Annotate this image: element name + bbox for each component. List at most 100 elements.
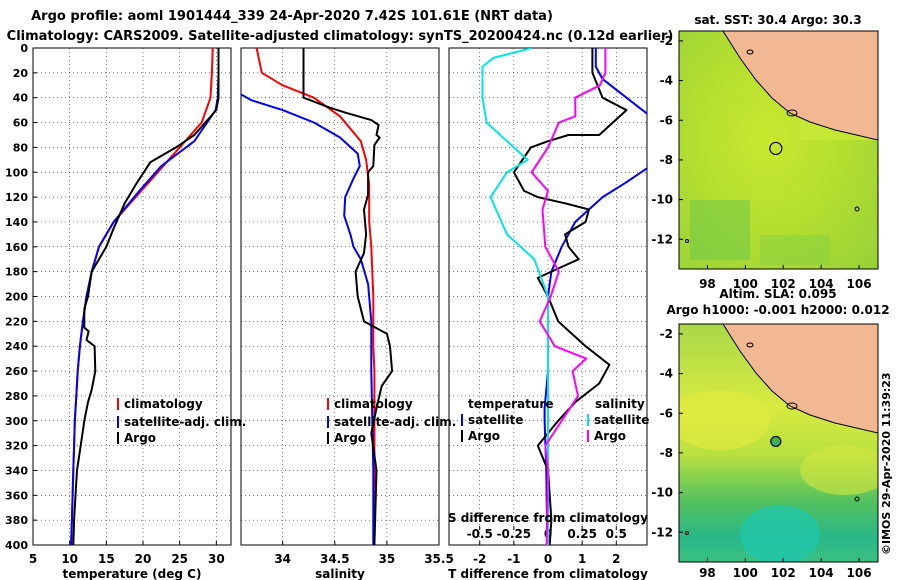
series-line-s-satellite	[481, 48, 549, 545]
lat-tick-label: -10	[651, 193, 673, 207]
s-tick-label: -0.25	[497, 527, 532, 541]
sla-patch	[800, 445, 878, 495]
s-difference-axis-label: S difference from climatology	[448, 511, 648, 525]
island-outline	[786, 402, 798, 410]
depth-tick-label: 160	[5, 241, 28, 254]
sla-map-lon-axis: 98 100 102 104 106	[699, 558, 872, 580]
x-tick-label: -2	[473, 552, 486, 566]
x-tick-label: 30	[208, 552, 225, 566]
series-line-t-satellite-deep-	[543, 167, 647, 545]
island-outline	[746, 49, 754, 55]
depth-tick-label: 380	[5, 514, 28, 527]
depth-tick-label: 360	[5, 489, 28, 502]
lon-tick-label: 106	[847, 566, 872, 580]
difference-profiles	[481, 48, 647, 545]
depth-tick-label: 200	[5, 291, 28, 304]
land-sumatra	[722, 31, 878, 141]
lat-tick-label: -4	[660, 74, 673, 88]
legend-heading-temperature: temperature	[468, 397, 553, 411]
depth-tick-label: 220	[5, 315, 28, 328]
depth-tick-label: 60	[13, 117, 29, 130]
depth-axis: 0 20 40 60 80 100 120 140 160 180 200 220 240 260 280 3…	[5, 42, 37, 552]
legend-label-climatology: climatology	[334, 397, 413, 411]
island-outline	[854, 496, 860, 502]
island-outline	[746, 342, 754, 348]
salinity-x-axis: 34 34.5 35 35.5	[274, 541, 454, 566]
depth-tick-label: 100	[5, 166, 28, 179]
depth-tick-label: 260	[5, 365, 28, 378]
legend-label-climatology: climatology	[124, 397, 203, 411]
lon-tick-label: 98	[699, 566, 716, 580]
lon-tick-label: 100	[733, 566, 758, 580]
sst-map-lat-axis: -2 -4 -6 -8 -10 -12	[651, 34, 683, 246]
series-line-argo	[302, 48, 394, 545]
salinity-x-label: salinity	[315, 567, 365, 580]
x-tick-label: 5	[29, 552, 37, 566]
series-line-satellite-adj-clim-	[241, 93, 375, 545]
sla-map	[679, 324, 878, 562]
title-line-1: Argo profile: aoml 1901444_339 24-Apr-20…	[31, 9, 553, 24]
salinity-grid	[241, 48, 439, 545]
temperature-x-axis: 5 10 15 20 25 30	[29, 541, 225, 566]
temperature-profiles	[70, 48, 220, 545]
island-outline	[685, 531, 689, 535]
t-difference-x-axis: -2 -1 0 1 2	[473, 541, 620, 566]
depth-tick-label: 300	[5, 415, 28, 428]
lon-tick-label: 98	[699, 277, 716, 291]
x-tick-label: 20	[135, 552, 152, 566]
series-line-argo	[72, 48, 220, 545]
lon-tick-label: 104	[809, 277, 834, 291]
title-line-2: Climatology: CARS2009. Satellite-adjuste…	[7, 29, 674, 44]
x-tick-label: 35.5	[424, 552, 454, 566]
island-outline	[786, 109, 798, 117]
depth-tick-label: 240	[5, 340, 28, 353]
depth-tick-label: 340	[5, 464, 28, 477]
temperature-x-label: temperature (deg C)	[63, 567, 202, 580]
legend-label-argo: Argo	[334, 431, 366, 445]
sst-map-frame	[678, 30, 879, 270]
x-tick-label: 35	[379, 552, 396, 566]
legend-heading-salinity: salinity	[595, 397, 645, 411]
x-tick-label: 10	[61, 552, 78, 566]
legend-label-satellite: satellite-adj. clim.	[124, 415, 246, 429]
x-tick-label: -1	[507, 552, 520, 566]
series-line-t-satellite	[594, 48, 647, 115]
sla-map-subtitle: Argo h1000: -0.001 h2000: 0.012	[666, 303, 889, 317]
x-tick-label: 15	[98, 552, 115, 566]
difference-legend: temperature salinity satellite Argo sate…	[461, 397, 649, 443]
sla-map-title: Altim. SLA: 0.095	[719, 287, 836, 301]
legend-label-argo: Argo	[124, 431, 156, 445]
lat-tick-label: -8	[660, 153, 673, 167]
lon-tick-label: 100	[733, 277, 758, 291]
salinity-profiles	[241, 48, 394, 545]
s-tick-label: 0.5	[606, 527, 627, 541]
x-tick-label: 2	[612, 552, 620, 566]
sst-patch	[760, 235, 830, 265]
legend-label-satellite: satellite-adj. clim.	[334, 415, 456, 429]
imos-credit: ©IMOS 29-Apr-2020 11:39:23	[880, 372, 893, 555]
argo-position-marker	[769, 141, 783, 156]
temperature-legend: climatology satellite-adj. clim. Argo	[117, 397, 246, 445]
s-tick-label: -0.5	[467, 527, 493, 541]
lat-tick-label: -6	[660, 113, 673, 127]
sst-patch	[690, 200, 750, 260]
sst-map	[679, 31, 878, 269]
argo-position-marker	[770, 435, 782, 448]
legend-label-t-argo: Argo	[468, 429, 500, 443]
depth-tick-label: 400	[5, 539, 28, 552]
legend-label-s-satellite: satellite	[594, 413, 649, 427]
t-difference-x-label: T difference from climatology	[448, 567, 648, 580]
depth-tick-label: 80	[13, 141, 29, 154]
depth-tick-label: 140	[5, 216, 28, 229]
land-sumatra	[722, 324, 878, 434]
sla-map-lat-axis: -2 -4 -6 -8 -10 -12	[651, 327, 683, 539]
lat-tick-label: -10	[651, 486, 673, 500]
sla-patch	[740, 505, 820, 562]
depth-tick-label: 20	[13, 67, 29, 80]
sla-patch	[679, 390, 770, 450]
sst-map-title: sat. SST: 30.4 Argo: 30.3	[694, 13, 861, 27]
series-line-satellite-adj-clim-	[70, 48, 220, 545]
lon-tick-label: 102	[771, 277, 796, 291]
legend-label-s-argo: Argo	[594, 429, 626, 443]
lat-tick-label: -2	[660, 34, 673, 48]
